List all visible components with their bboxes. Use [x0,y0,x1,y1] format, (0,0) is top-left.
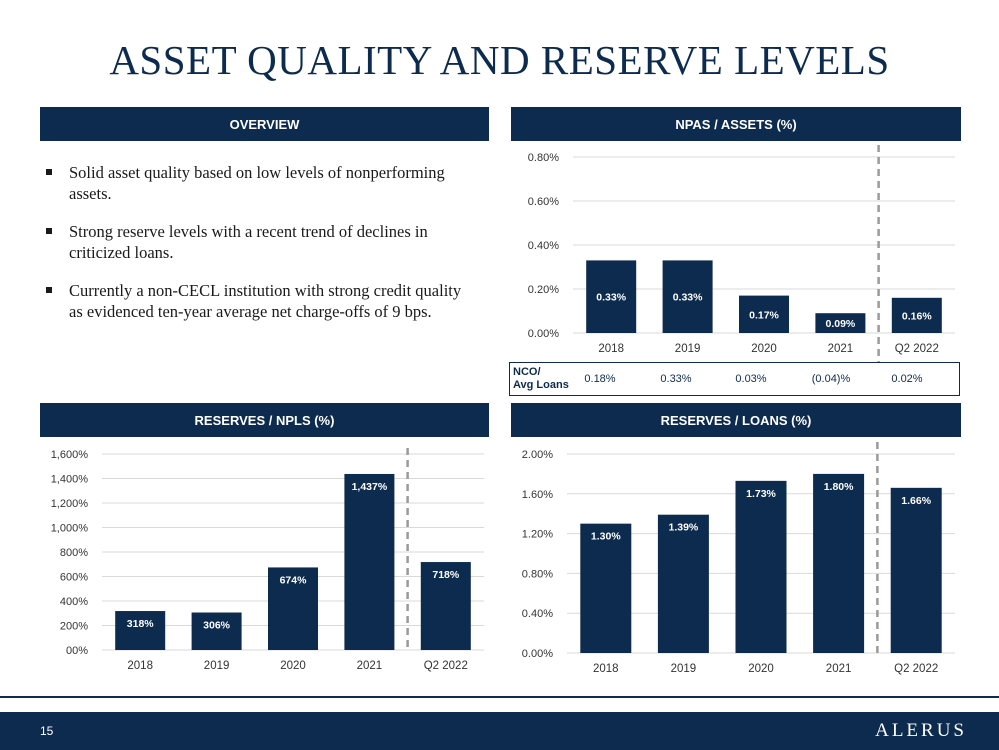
bar [344,473,395,650]
data-label: 0.16% [902,310,932,322]
overview-bullet: Solid asset quality based on low levels … [46,162,466,204]
bar [735,480,787,653]
page-number: 15 [40,724,54,738]
data-label: 306% [203,620,231,632]
data-label: 0.33% [673,292,703,304]
bar [420,562,471,650]
nco-value: 0.18% [584,373,616,385]
x-tick-label: 2021 [357,660,383,672]
y-tick-label: 0.40% [522,608,553,620]
x-tick-label: Q2 2022 [894,663,938,675]
y-tick-label: 1.20% [522,529,553,541]
y-tick-label: 1,200% [51,498,89,510]
npas-assets-chart: 0.00% 0.20% 0.40% 0.60% 0.80% 0.33% 2018 0.33% 2… [528,145,955,362]
y-tick-label: 1,600% [51,449,89,461]
y-tick-label: 0.80% [522,568,553,580]
y-tick-label: 00% [66,645,88,657]
reserves-npls-header: RESERVES / NPLS (%) [40,403,489,437]
x-tick-label: 2021 [826,663,852,675]
data-label: 718% [432,569,460,581]
x-tick-label: 2020 [280,660,306,672]
y-tick-label: 0.00% [528,328,559,340]
data-label: 1.73% [746,488,776,500]
y-tick-label: 600% [60,572,88,584]
nco-label-line1: NCO/ [513,366,541,378]
bar [813,473,865,653]
x-tick-label: 2018 [598,343,624,355]
bullet-text: Strong reserve levels with a recent tren… [69,222,428,262]
reserves-loans-chart: 0.00% 0.40% 0.80% 1.20% 1.60% 2.00% 1.30% 2018 1… [522,442,955,675]
overview-bullet: Strong reserve levels with a recent tren… [46,221,466,263]
bullet-square-icon [46,287,52,293]
y-tick-label: 0.80% [528,152,559,164]
overview-bullet: Currently a non-CECL institution with st… [46,280,466,322]
bar [586,260,637,333]
bullet-square-icon [46,169,52,175]
bar [662,260,713,333]
data-label: 0.33% [596,292,626,304]
y-tick-label: 1,400% [51,474,89,486]
data-label: 0.09% [826,318,856,330]
data-label: 1.39% [669,522,699,534]
data-label: 318% [127,618,155,630]
data-label: 1,437% [352,481,388,493]
bar [890,487,942,653]
nco-value: (0.04)% [811,373,851,385]
y-tick-label: 1,000% [51,523,89,535]
y-tick-label: 0.40% [528,240,559,252]
data-label: 1.80% [824,481,854,493]
overview-bullet-list: Solid asset quality based on low levels … [46,162,466,339]
nco-value: 0.03% [735,373,767,385]
nco-value: 0.02% [891,373,923,385]
bar [891,297,942,333]
data-label: 0.17% [749,309,779,321]
bullet-square-icon [46,228,52,234]
bar [815,313,866,333]
y-tick-label: 1.60% [522,489,553,501]
reserves-npls-chart: 00% 200% 400% 600% 800% 1,000% 1,200% 1,400% 1,6… [51,448,484,672]
bar [191,612,242,650]
footer-divider [0,696,999,698]
npas-assets-header: NPAS / ASSETS (%) [511,107,961,141]
bar [657,514,709,653]
y-tick-label: 400% [60,596,88,608]
x-tick-label: 2020 [748,663,774,675]
x-tick-label: Q2 2022 [895,343,939,355]
x-tick-label: 2019 [671,663,697,675]
x-tick-label: 2020 [751,343,777,355]
x-tick-label: 2019 [675,343,701,355]
alerus-logo: ALERUS [875,720,967,741]
bar [739,295,789,333]
data-label: 1.30% [591,531,621,543]
bar [115,611,166,650]
y-tick-label: 0.20% [528,284,559,296]
x-tick-label: 2021 [828,343,854,355]
x-tick-label: 2018 [593,663,619,675]
footer-bar: 15 ALERUS [0,712,999,750]
nco-avg-loans-box: NCO/ Avg Loans 0.18% 0.33% 0.03% (0.04)%… [509,362,960,396]
y-tick-label: 0.60% [528,196,559,208]
bar [268,567,318,650]
y-tick-label: 2.00% [522,449,553,461]
bullet-text: Currently a non-CECL institution with st… [69,281,462,321]
x-tick-label: Q2 2022 [424,660,468,672]
bullet-text: Solid asset quality based on low levels … [69,163,445,203]
nco-label: NCO/ Avg Loans [513,366,569,392]
page-title: ASSET QUALITY AND RESERVE LEVELS [109,37,890,83]
overview-header: OVERVIEW [40,107,489,141]
y-tick-label: 800% [60,547,88,559]
data-label: 674% [280,574,308,586]
nco-value: 0.33% [660,373,692,385]
nco-label-line2: Avg Loans [513,379,569,391]
bar [580,523,632,653]
reserves-loans-header: RESERVES / LOANS (%) [511,403,961,437]
y-tick-label: 200% [60,621,88,633]
x-tick-label: 2019 [204,660,230,672]
y-tick-label: 0.00% [522,648,553,660]
data-label: 1.66% [901,495,931,507]
x-tick-label: 2018 [127,660,153,672]
